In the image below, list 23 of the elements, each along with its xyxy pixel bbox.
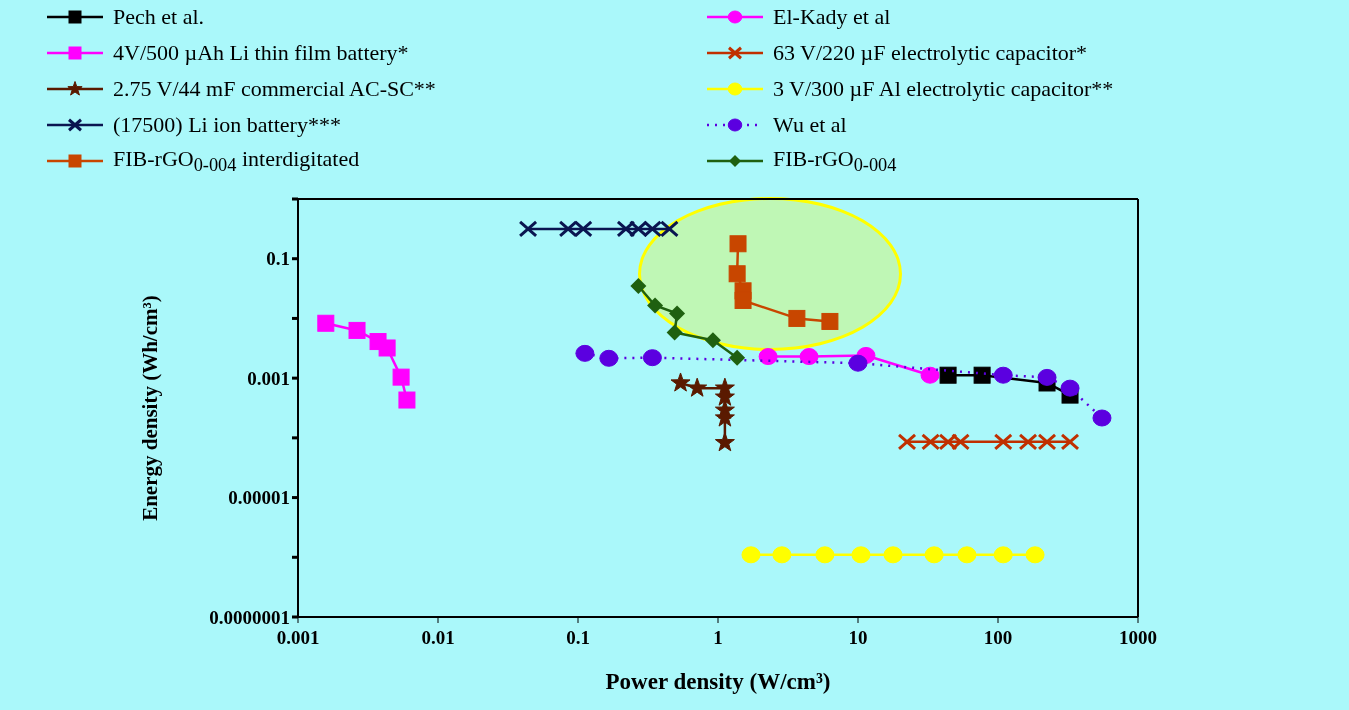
x-tick-label: 1 [713,627,723,649]
y-tick-label: 0.00001 [228,487,290,509]
legend-label: 3 V/300 µF Al electrolytic capacitor** [773,76,1114,102]
y-tick-label: 0.1 [266,248,290,270]
x-tick-label: 10 [848,627,868,649]
legend-label: 63 V/220 µF electrolytic capacitor* [773,40,1088,66]
legend-label: Pech et al. [113,4,205,30]
legend-label: FIB-rGO$_{0-004}$ [773,145,897,177]
y-tick-label: 0.001 [247,367,290,389]
x-tick-label: 0.001 [276,627,320,649]
legend-label: FIB-rGO$_{0-004}$ interdigitated [113,145,360,177]
y-axis-title: Energy density (Wh/cm³) [138,295,163,521]
x-tick-label: 0.01 [421,627,455,649]
legend-label: 2.75 V/44 mF commercial AC-SC** [113,76,436,102]
legend-label: El-Kady et al [773,4,891,30]
x-tick-label: 1000 [1119,627,1157,649]
legend-label: Wu et al [773,112,847,138]
x-tick-label: 0.1 [566,627,590,649]
y-tick-label: 0.0000001 [209,606,290,628]
legend-label: (17500) Li ion battery*** [113,112,341,138]
x-tick-label: 100 [983,627,1013,649]
x-axis-title: Power density (W/cm³) [605,669,831,694]
legend-label: 4V/500 µAh Li thin film battery* [113,40,409,66]
